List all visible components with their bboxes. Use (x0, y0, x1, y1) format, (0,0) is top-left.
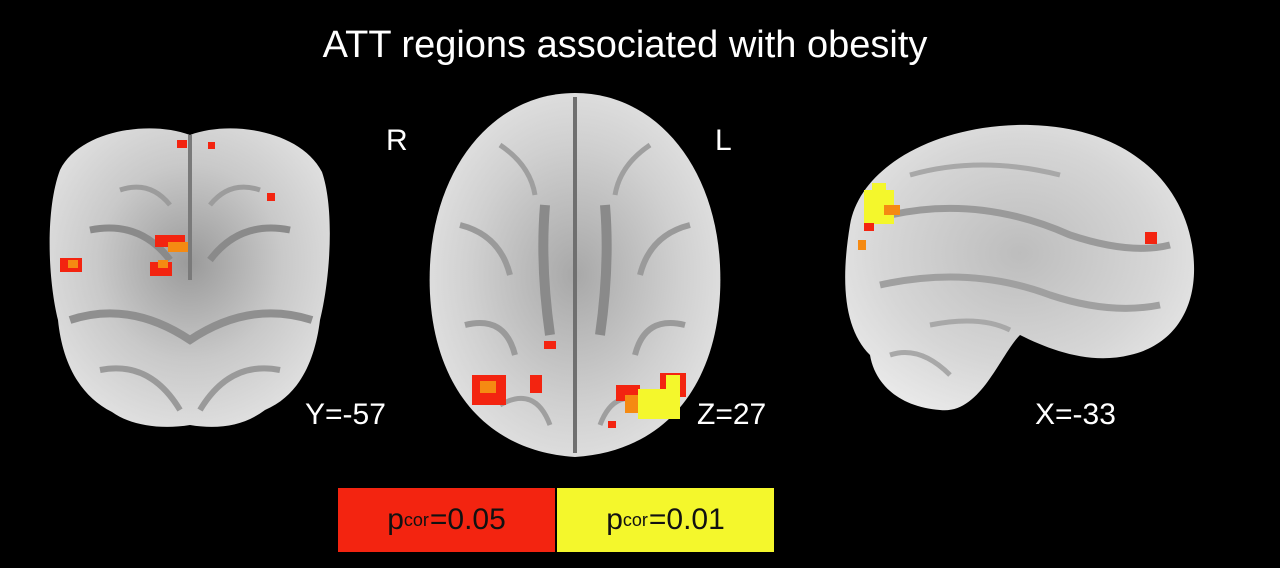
orientation-right-label: R (386, 124, 408, 157)
legend-value: =0.05 (429, 503, 506, 536)
significance-legend: p cor =0.05 p cor =0.01 (338, 488, 774, 552)
coronal-coordinate-label: Y=-57 (305, 398, 386, 431)
orientation-left-label: L (715, 124, 732, 157)
sagittal-brain-slice (845, 124, 1195, 411)
axial-activation-clusters (472, 341, 686, 428)
legend-subscript: cor (622, 509, 648, 530)
legend-subscript: cor (403, 509, 429, 530)
sagittal-activation-clusters (858, 183, 1157, 250)
figure-title: ATT regions associated with obesity (322, 24, 928, 66)
coronal-brain-slice (49, 128, 330, 427)
legend-p-label: p (606, 503, 623, 536)
axial-brain-slice (429, 93, 721, 457)
legend-value: =0.01 (648, 503, 725, 536)
sagittal-coordinate-label: X=-33 (1035, 398, 1116, 431)
axial-coordinate-label: Z=27 (697, 398, 767, 431)
coronal-activation-clusters (60, 140, 275, 276)
legend-p-label: p (387, 503, 404, 536)
legend-item-p001: p cor =0.01 (557, 488, 774, 552)
legend-item-p005: p cor =0.05 (338, 488, 557, 552)
